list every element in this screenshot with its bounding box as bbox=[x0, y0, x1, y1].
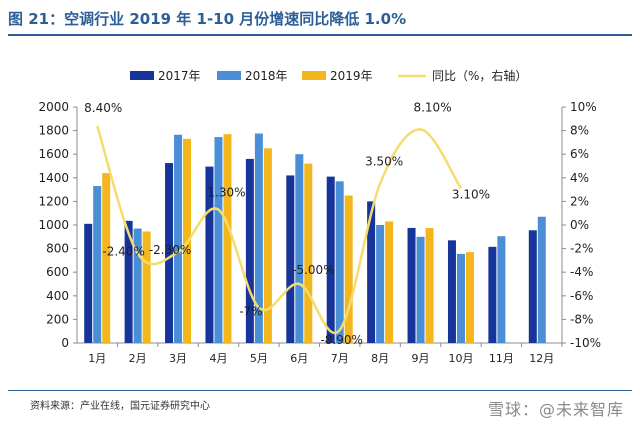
legend-swatch-2017年 bbox=[130, 71, 154, 80]
y2-tick-label: 6% bbox=[570, 147, 589, 161]
x-tick-label: 8月 bbox=[371, 352, 389, 365]
bar-2017年-11月 bbox=[488, 246, 497, 343]
source-note: 资料来源：产业在线，国元证券研究中心 bbox=[30, 401, 210, 412]
bar-2018年-9月 bbox=[416, 236, 425, 343]
bar-2017年-1月 bbox=[84, 223, 93, 343]
y-tick-label: 600 bbox=[46, 265, 69, 279]
bar-2018年-1月 bbox=[93, 186, 102, 343]
bar-2018年-2月 bbox=[133, 228, 142, 343]
yoy-data-label: 1.30% bbox=[207, 186, 245, 200]
bar-2017年-9月 bbox=[407, 227, 416, 343]
yoy-data-label: 8.10% bbox=[413, 100, 451, 114]
bar-2018年-5月 bbox=[254, 133, 263, 343]
x-tick-label: 9月 bbox=[412, 352, 430, 365]
yoy-data-label: -2.30% bbox=[149, 243, 191, 257]
bar-2019年-9月 bbox=[425, 227, 434, 343]
bar-2017年-7月 bbox=[326, 176, 335, 343]
bar-2018年-10月 bbox=[456, 253, 465, 343]
bar-2018年-8月 bbox=[376, 225, 385, 343]
bar-2019年-8月 bbox=[385, 221, 394, 343]
y2-tick-label: -4% bbox=[570, 265, 593, 279]
legend-swatch-2019年 bbox=[302, 71, 326, 80]
x-tick-label: 2月 bbox=[129, 352, 147, 365]
bar-2017年-6月 bbox=[286, 175, 295, 343]
y2-tick-label: 8% bbox=[570, 124, 589, 138]
bar-2017年-5月 bbox=[245, 158, 254, 343]
bar-2017年-8月 bbox=[367, 201, 376, 343]
y2-tick-label: -2% bbox=[570, 242, 593, 256]
yoy-line bbox=[96, 125, 463, 335]
chart-title-bar: 图 21：空调行业 2019 年 1-10 月份增速同比降低 1.0% bbox=[8, 6, 632, 36]
x-tick-label: 1月 bbox=[88, 352, 106, 365]
bar-2019年-4月 bbox=[223, 134, 232, 343]
bar-2019年-5月 bbox=[263, 148, 272, 343]
y2-tick-label: 2% bbox=[570, 194, 589, 208]
y2-tick-label: -6% bbox=[570, 289, 593, 303]
bar-2018年-6月 bbox=[295, 154, 304, 343]
legend-label: 同比（%，右轴） bbox=[432, 68, 527, 83]
yoy-data-label: 8.40% bbox=[84, 101, 122, 115]
yoy-data-label: -7% bbox=[239, 305, 262, 319]
bar-2019年-6月 bbox=[304, 163, 313, 343]
y-tick-label: 1400 bbox=[38, 171, 69, 185]
chart-title: 图 21：空调行业 2019 年 1-10 月份增速同比降低 1.0% bbox=[8, 10, 407, 28]
legend-label: 2018年 bbox=[245, 69, 288, 83]
yoy-data-label: 3.10% bbox=[452, 187, 490, 201]
bars-group bbox=[84, 133, 546, 343]
bar-2018年-7月 bbox=[335, 181, 344, 343]
y-tick-label: 1600 bbox=[38, 147, 69, 161]
y-tick-label: 1200 bbox=[38, 194, 69, 208]
y2-tick-label: -10% bbox=[570, 336, 601, 350]
y-tick-label: 0 bbox=[61, 336, 69, 350]
bar-2017年-2月 bbox=[124, 220, 133, 343]
x-tick-label: 7月 bbox=[331, 352, 349, 365]
legend-swatch-2018年 bbox=[217, 71, 241, 80]
title-underline bbox=[8, 34, 632, 36]
y2-tick-label: -8% bbox=[570, 312, 593, 326]
source-divider bbox=[8, 390, 632, 391]
y2-tick-label: 4% bbox=[570, 171, 589, 185]
bar-2019年-10月 bbox=[465, 252, 474, 343]
bar-2017年-12月 bbox=[528, 230, 537, 343]
bar-2018年-4月 bbox=[214, 137, 223, 343]
x-tick-label: 10月 bbox=[448, 352, 473, 365]
bar-2017年-10月 bbox=[447, 240, 456, 343]
x-tick-label: 3月 bbox=[169, 352, 187, 365]
legend-label: 2017年 bbox=[158, 69, 201, 83]
yoy-data-label: -2.40% bbox=[102, 244, 144, 258]
y-tick-label: 200 bbox=[46, 312, 69, 326]
y-tick-label: 800 bbox=[46, 242, 69, 256]
x-tick-label: 5月 bbox=[250, 352, 268, 365]
x-tick-label: 11月 bbox=[489, 352, 514, 365]
bar-2018年-11月 bbox=[497, 236, 506, 343]
bar-2017年-4月 bbox=[205, 166, 214, 343]
y2-tick-label: 0% bbox=[570, 218, 589, 232]
bar-2018年-3月 bbox=[174, 134, 183, 343]
axes-group: 0 200 400 600 800 1000 1200 1400 1600 1800 2000 -10… bbox=[38, 100, 601, 365]
y2-tick-label: 10% bbox=[570, 100, 597, 114]
bar-2019年-1月 bbox=[102, 173, 111, 343]
y-tick-label: 400 bbox=[46, 289, 69, 303]
bar-2017年-3月 bbox=[165, 163, 174, 343]
bar-2019年-2月 bbox=[142, 231, 151, 343]
yoy-data-label: -8.90% bbox=[320, 333, 362, 347]
y-tick-label: 2000 bbox=[38, 100, 69, 114]
legend-group: 2017年 2018年 2019年 同比（%，右轴） bbox=[130, 68, 527, 83]
legend-label: 2019年 bbox=[330, 69, 373, 83]
yoy-line-group: 8.40% -2.40% -2.30% 1.30% -7% -5.00% -8.90% 3.5… bbox=[84, 100, 490, 347]
x-tick-label: 6月 bbox=[290, 352, 308, 365]
y-tick-label: 1800 bbox=[38, 124, 69, 138]
watermark: 雪球：@未来智库 bbox=[488, 400, 625, 419]
yoy-data-label: -5.00% bbox=[292, 263, 334, 277]
bar-2018年-12月 bbox=[537, 216, 546, 343]
bar-2019年-7月 bbox=[344, 195, 353, 343]
x-tick-label: 12月 bbox=[529, 352, 554, 365]
y-tick-label: 1000 bbox=[38, 218, 69, 232]
x-tick-label: 4月 bbox=[209, 352, 227, 365]
yoy-data-label: 3.50% bbox=[365, 155, 403, 169]
